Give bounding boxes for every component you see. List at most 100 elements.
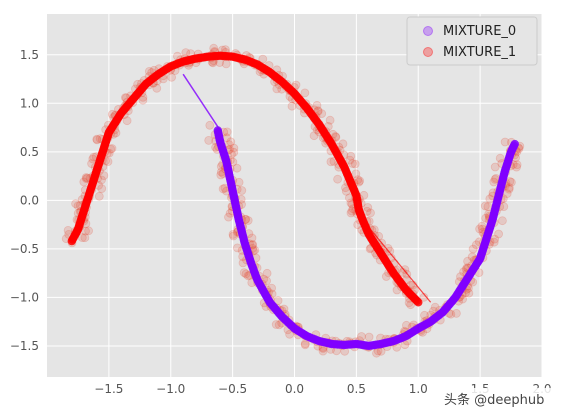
scatter-point	[99, 171, 109, 181]
scatter-point	[285, 329, 295, 339]
scatter-point	[477, 221, 487, 231]
scatter-point	[271, 320, 281, 329]
x-tick-label: −1.0	[156, 382, 185, 396]
scatter-point	[495, 153, 505, 163]
scatter-point	[383, 243, 393, 253]
scatter-point	[237, 186, 247, 195]
scatter-point	[97, 184, 107, 194]
scatter-point	[228, 231, 238, 241]
x-tick-label: −1.5	[94, 382, 123, 396]
scatter-point	[80, 233, 90, 243]
scatter-point	[366, 208, 375, 218]
scatter-point	[205, 120, 215, 130]
scatter-point	[218, 184, 228, 194]
scatter-point	[317, 109, 327, 118]
scatter-point	[273, 296, 283, 306]
scatter-point	[221, 59, 231, 69]
watermark-text: 头条 @deephub	[444, 392, 544, 408]
scatter-point	[381, 272, 391, 281]
watermark: 头条 @deephub	[440, 388, 552, 410]
series-0-point	[510, 139, 519, 149]
scatter-point	[216, 170, 226, 180]
scatter-point	[287, 101, 297, 111]
scatter-point	[241, 269, 251, 279]
scatter-point	[229, 143, 239, 153]
scatter-point	[338, 139, 348, 149]
scatter-point	[463, 256, 473, 266]
y-tick-label: −1.5	[10, 339, 39, 353]
scatter-point	[262, 268, 272, 278]
scatter-point	[138, 95, 148, 105]
legend-box	[406, 16, 538, 66]
scatter-point	[313, 106, 323, 116]
y-tick-label: −1.0	[10, 290, 39, 304]
series-1-point	[414, 298, 423, 307]
scatter-point	[406, 300, 416, 310]
scatter-point	[451, 308, 461, 318]
scatter-point	[446, 309, 456, 319]
legend-marker-mixture-1	[423, 47, 433, 57]
scatter-point	[274, 320, 284, 330]
scatter-point	[325, 115, 335, 125]
y-axis-ticks: −1.5 −1.0 −0.5 0.0 0.5 1.0 1.5	[10, 48, 39, 353]
scatter-point	[152, 83, 162, 93]
scatter-point	[224, 212, 233, 222]
scatter-point	[181, 48, 191, 57]
scatter-point	[345, 155, 355, 165]
x-tick-label: −0.5	[218, 382, 247, 396]
scatter-point	[94, 191, 104, 201]
scatter-point	[348, 159, 357, 168]
scatter-point	[272, 84, 282, 94]
scatter-point	[92, 134, 102, 144]
legend-label-mixture-1: MIXTURE_1	[443, 45, 516, 60]
scatter-point	[512, 160, 522, 170]
scatter-point	[350, 159, 360, 169]
scatter-point	[490, 162, 500, 172]
scatter-point	[229, 147, 239, 157]
connector-line-red	[362, 219, 432, 303]
y-tick-label: 1.0	[20, 96, 39, 110]
x-tick-label: 0.5	[347, 382, 366, 396]
scatter-point	[400, 265, 410, 275]
scatter-point	[309, 131, 319, 141]
scatter-point	[504, 184, 514, 194]
scatter-point	[228, 229, 238, 239]
series-layer	[67, 51, 519, 351]
scatter-point	[71, 199, 80, 209]
scatter-point	[291, 80, 301, 90]
scatter-point	[351, 169, 361, 179]
scatter-point	[430, 302, 440, 312]
scatter-point	[364, 332, 374, 342]
scatter-point	[84, 226, 93, 236]
scatter-point	[500, 137, 510, 147]
y-tick-label: 1.5	[20, 48, 39, 62]
scatter-point	[209, 43, 219, 53]
watermark-bg	[440, 388, 552, 410]
scatter-point	[300, 340, 310, 350]
scatter-point	[357, 332, 366, 341]
scatter-point	[333, 174, 343, 184]
scatter-point	[346, 208, 356, 218]
y-tick-label: 0.5	[20, 145, 39, 159]
scatter-point	[144, 67, 154, 76]
scatter-point	[506, 177, 516, 187]
scatter-point	[92, 135, 102, 145]
scatter-point	[468, 244, 478, 254]
x-tick-label: 0.0	[285, 382, 304, 396]
scatter-point	[318, 346, 328, 356]
scatter-point	[346, 151, 356, 161]
scatter-point	[226, 137, 236, 147]
scatter-point	[243, 216, 253, 225]
scatter-point	[232, 243, 242, 253]
scatter-point	[464, 288, 474, 298]
scatter-point	[300, 88, 310, 98]
scatter-point	[103, 157, 113, 167]
scatter-point	[239, 268, 249, 278]
scatter-point	[512, 162, 521, 172]
x-tick-label: 1.0	[409, 382, 428, 396]
scatter-point	[247, 233, 257, 243]
scatter-point	[312, 101, 322, 110]
scatter-point	[363, 203, 373, 212]
scatter-point	[401, 320, 411, 330]
scatter-point	[355, 176, 365, 186]
